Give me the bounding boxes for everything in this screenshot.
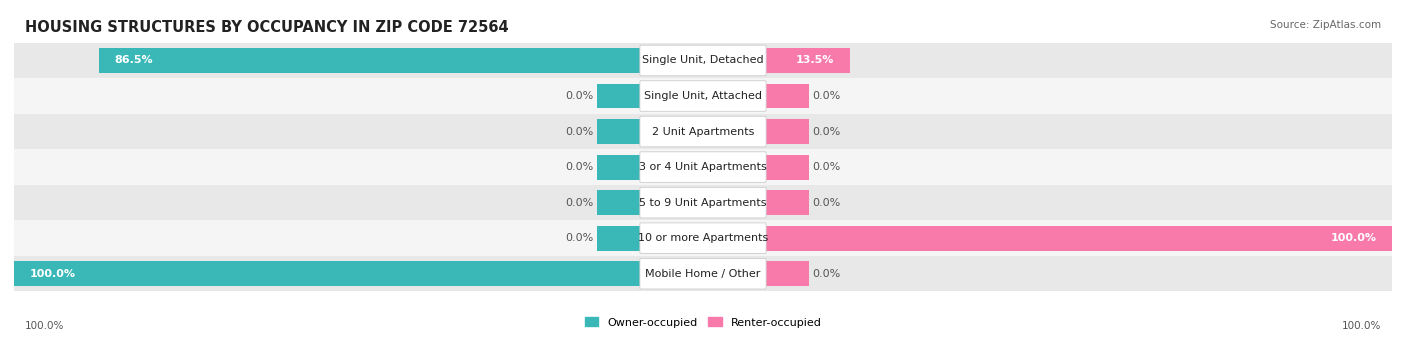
FancyBboxPatch shape [640,116,766,147]
Legend: Owner-occupied, Renter-occupied: Owner-occupied, Renter-occupied [581,313,825,332]
Text: 0.0%: 0.0% [565,198,593,208]
Text: 2 Unit Apartments: 2 Unit Apartments [652,127,754,136]
Bar [14,149,1392,185]
Bar [766,226,1392,251]
Bar [596,226,640,251]
Bar [766,190,810,215]
Text: 0.0%: 0.0% [813,91,841,101]
Text: 0.0%: 0.0% [813,127,841,136]
Bar [14,78,1392,114]
Text: 10 or more Apartments: 10 or more Apartments [638,233,768,243]
Bar [596,119,640,144]
Text: 0.0%: 0.0% [813,269,841,279]
Text: 100.0%: 100.0% [1341,321,1381,331]
FancyBboxPatch shape [640,258,766,289]
Bar [14,185,1392,220]
Bar [14,43,1392,78]
FancyBboxPatch shape [640,223,766,253]
Bar [14,114,1392,149]
Bar [766,155,810,179]
Bar [14,261,640,286]
Bar [766,48,851,73]
Text: Source: ZipAtlas.com: Source: ZipAtlas.com [1270,20,1381,30]
Text: HOUSING STRUCTURES BY OCCUPANCY IN ZIP CODE 72564: HOUSING STRUCTURES BY OCCUPANCY IN ZIP C… [25,20,509,35]
FancyBboxPatch shape [640,81,766,111]
Bar [766,261,810,286]
Text: 100.0%: 100.0% [25,321,65,331]
Text: 0.0%: 0.0% [565,162,593,172]
Bar [98,48,640,73]
FancyBboxPatch shape [640,45,766,76]
Text: 5 to 9 Unit Apartments: 5 to 9 Unit Apartments [640,198,766,208]
FancyBboxPatch shape [640,187,766,218]
Bar [596,84,640,108]
Text: Single Unit, Attached: Single Unit, Attached [644,91,762,101]
Text: 0.0%: 0.0% [813,162,841,172]
Text: 13.5%: 13.5% [796,56,835,65]
Text: Single Unit, Detached: Single Unit, Detached [643,56,763,65]
Text: 100.0%: 100.0% [30,269,76,279]
Text: 0.0%: 0.0% [565,91,593,101]
Text: 3 or 4 Unit Apartments: 3 or 4 Unit Apartments [640,162,766,172]
Text: 86.5%: 86.5% [114,56,153,65]
Bar [766,84,810,108]
FancyBboxPatch shape [640,152,766,182]
Text: 0.0%: 0.0% [565,233,593,243]
Text: 0.0%: 0.0% [565,127,593,136]
Text: 100.0%: 100.0% [1330,233,1376,243]
Bar [596,155,640,179]
Text: 0.0%: 0.0% [813,198,841,208]
Text: Mobile Home / Other: Mobile Home / Other [645,269,761,279]
Bar [766,119,810,144]
Bar [14,220,1392,256]
Bar [596,190,640,215]
Bar [14,256,1392,292]
